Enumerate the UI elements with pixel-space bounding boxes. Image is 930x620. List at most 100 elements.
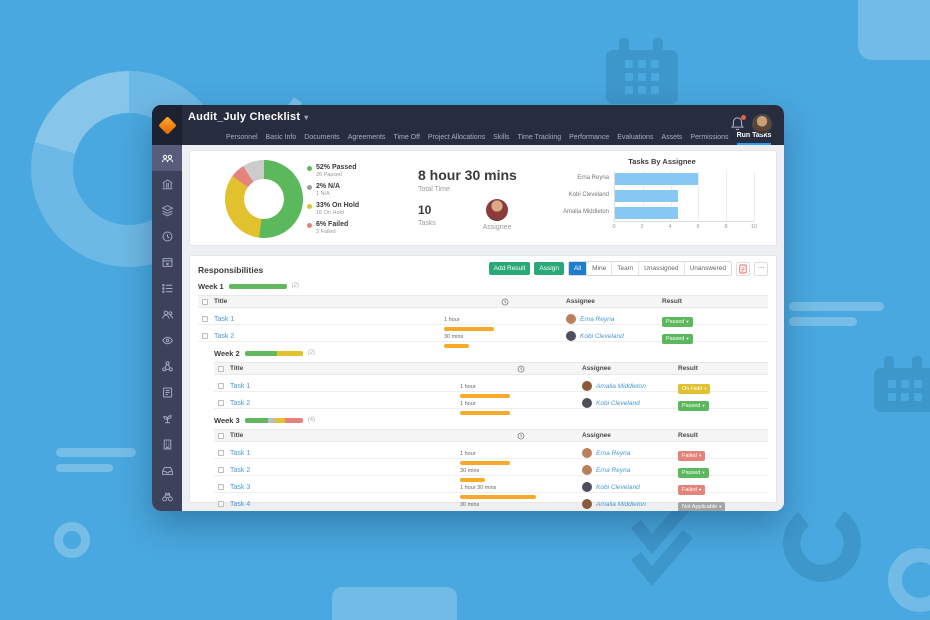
result-badge[interactable]: Not Applicable <box>678 502 726 511</box>
tab-assets[interactable]: Assets <box>661 134 683 141</box>
row-checkbox[interactable] <box>218 467 224 474</box>
row-checkbox[interactable] <box>202 316 208 323</box>
export-pdf-button[interactable] <box>736 261 750 276</box>
task-link[interactable]: Task 1 <box>230 382 251 390</box>
result-badge[interactable]: Failed <box>678 451 706 462</box>
task-link[interactable]: Task 2 <box>230 466 251 474</box>
tab-basic-info[interactable]: Basic Info <box>265 134 297 141</box>
filter-all[interactable]: All <box>568 262 587 275</box>
chart-bar <box>615 190 678 202</box>
tab-run-tasks[interactable]: Run Tasks <box>736 132 772 145</box>
decor-ring-icon <box>54 522 90 558</box>
result-badge[interactable]: Passed <box>662 334 693 345</box>
tab-time-tracking[interactable]: Time Tracking <box>517 134 562 141</box>
table-header-row: Title Assignee Result <box>214 429 768 442</box>
checklist-title-dropdown[interactable]: Audit_July Checklist ▾ <box>188 111 308 123</box>
tab-evaluations[interactable]: Evaluations <box>617 134 654 141</box>
result-badge[interactable]: Passed <box>678 401 709 412</box>
row-checkbox[interactable] <box>218 383 224 390</box>
week-section: Week 2 (2) Title Assignee <box>214 347 768 415</box>
row-checkbox[interactable] <box>218 450 224 457</box>
tab-agreements[interactable]: Agreements <box>347 134 386 141</box>
sidebar-item-time[interactable] <box>152 223 182 249</box>
sidebar-item-growth[interactable] <box>152 405 182 431</box>
summary-card: 52% Passed 26 Passed 2% N/A 1 N/A 33% On H… <box>189 150 777 246</box>
sidebar-item-building[interactable] <box>152 431 182 457</box>
tab-documents[interactable]: Documents <box>304 134 340 141</box>
result-badge[interactable]: Passed <box>678 468 709 479</box>
table-row: Task 1 1 hour Erna Reyna Passed <box>198 308 768 331</box>
assignee-link[interactable]: Kobi Cleveland <box>596 399 640 407</box>
assignee-link[interactable]: Erna Reyna <box>596 466 631 474</box>
row-checkbox[interactable] <box>218 484 224 491</box>
col-result: Result <box>662 298 682 305</box>
task-link[interactable]: Task 4 <box>230 500 251 508</box>
sidebar-item-checklist[interactable] <box>152 275 182 301</box>
assignee-link[interactable]: Amalia Middleton <box>596 382 646 390</box>
calendar-icon <box>162 257 172 267</box>
sidebar-item-tray[interactable] <box>152 457 182 483</box>
select-all-checkbox[interactable] <box>218 432 224 439</box>
result-badge[interactable]: Passed <box>662 317 693 328</box>
task-link[interactable]: Task 2 <box>230 399 251 407</box>
task-link[interactable]: Task 1 <box>230 449 251 457</box>
row-checkbox[interactable] <box>218 400 224 407</box>
tasks-count-label: Tasks <box>418 220 436 227</box>
more-options-button[interactable]: ⋯ <box>754 261 768 276</box>
sidebar-item-team[interactable] <box>152 145 182 171</box>
sidebar-item-document[interactable] <box>152 379 182 405</box>
select-all-checkbox[interactable] <box>202 298 208 305</box>
table-row: Task 1 1 hour Erna Reyna Failed <box>214 442 768 465</box>
avatar <box>566 314 576 325</box>
sidebar-item-organization[interactable] <box>152 171 182 197</box>
tab-time-off[interactable]: Time Off <box>393 134 420 141</box>
task-link[interactable]: Task 1 <box>214 315 235 323</box>
layers-icon <box>161 204 173 216</box>
tab-performance[interactable]: Performance <box>569 134 610 141</box>
filter-unanswered[interactable]: Unanswered <box>683 262 731 275</box>
sidebar-item-review[interactable] <box>152 327 182 353</box>
decor-ring-icon <box>888 548 930 612</box>
sidebar-item-users[interactable] <box>152 301 182 327</box>
filter-mine[interactable]: Mine <box>586 262 611 275</box>
legend-sublabel: 26 Passed <box>316 172 342 178</box>
chart-category-label: Amalia Middleton <box>562 209 609 215</box>
tasks-count-value: 10 <box>418 203 432 217</box>
app-logo[interactable] <box>152 105 182 145</box>
select-all-checkbox[interactable] <box>218 365 224 372</box>
sidebar-item-calendar[interactable] <box>152 249 182 275</box>
week-count: (2) <box>307 350 316 356</box>
assignee-link[interactable]: Erna Reyna <box>596 449 631 457</box>
notifications-bell-icon[interactable] <box>731 115 746 131</box>
duration-cell: 1 hour <box>460 442 582 465</box>
result-badge[interactable]: On Hold <box>678 384 711 395</box>
result-badge[interactable]: Failed <box>678 485 706 496</box>
tab-project-allocations[interactable]: Project Allocations <box>427 134 486 141</box>
week-header: Week 1 (2) <box>198 280 768 292</box>
assignee-avatar[interactable] <box>486 199 508 221</box>
assignee-link[interactable]: Amalia Middleton <box>596 500 646 508</box>
tab-permissions[interactable]: Permissions <box>690 134 729 141</box>
add-result-button[interactable]: Add Result <box>488 262 531 275</box>
sidebar-item-cluster[interactable] <box>152 353 182 379</box>
assignee-link[interactable]: Kobi Cleveland <box>580 332 624 340</box>
assignee-link[interactable]: Erna Reyna <box>580 315 615 323</box>
duration-label: 1 hour <box>460 451 476 457</box>
filter-team[interactable]: Team <box>611 262 638 275</box>
sidebar-item-search-jobs[interactable] <box>152 483 182 509</box>
row-checkbox[interactable] <box>202 333 208 340</box>
assign-button[interactable]: Assign <box>534 262 564 275</box>
row-checkbox[interactable] <box>218 501 224 508</box>
duration-cell: 1 hour <box>460 375 582 398</box>
progress-segment <box>244 350 277 356</box>
table-row: Task 4 30 mins Amalia Middleton Not Appl… <box>214 493 768 511</box>
tab-personnel[interactable]: Personnel <box>226 134 258 141</box>
sidebar-item-layers[interactable] <box>152 197 182 223</box>
filter-unassigned[interactable]: Unassigned <box>638 262 683 275</box>
task-link[interactable]: Task 2 <box>214 332 235 340</box>
tab-skills[interactable]: Skills <box>493 134 510 141</box>
user-avatar[interactable] <box>752 114 772 134</box>
task-link[interactable]: Task 3 <box>230 483 251 491</box>
legend-label: 2% N/A <box>316 183 341 190</box>
assignee-link[interactable]: Kobi Cleveland <box>596 483 640 491</box>
